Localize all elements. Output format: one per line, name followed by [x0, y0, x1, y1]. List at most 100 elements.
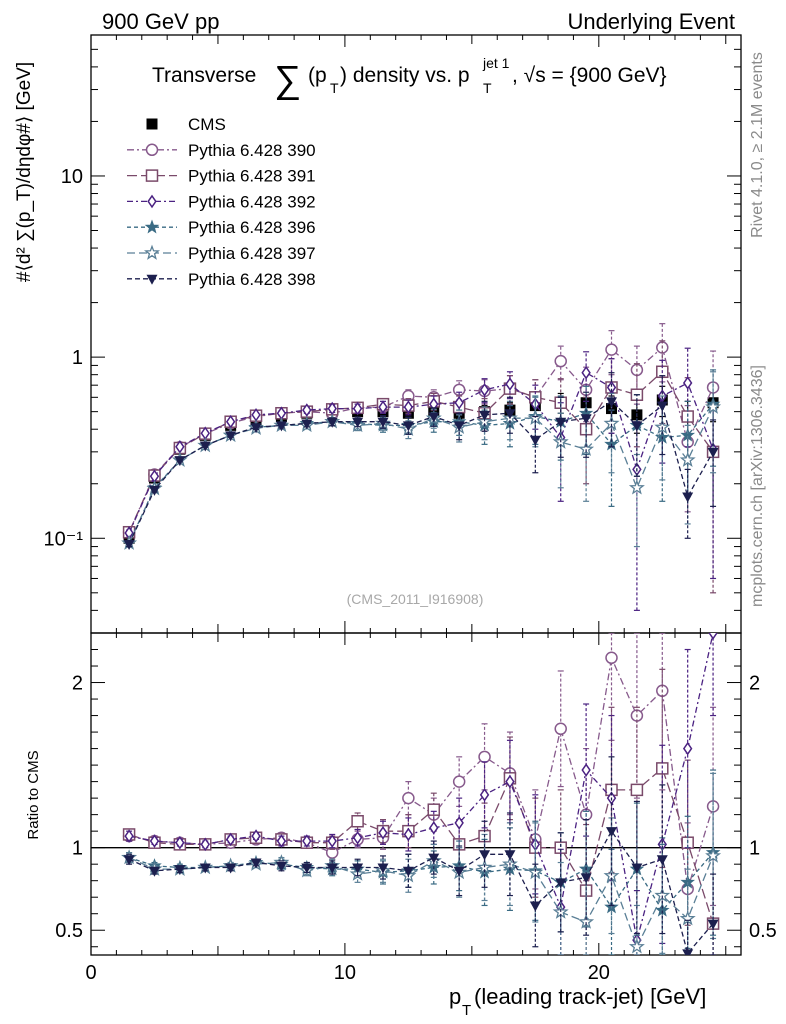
data-point [123, 855, 135, 866]
series-line [128, 403, 714, 544]
title-jet-sup: jet 1 [482, 55, 510, 71]
data-point [555, 878, 567, 889]
data-point [452, 775, 466, 788]
series-line [128, 406, 714, 544]
legend-marker [146, 274, 158, 285]
data-point [504, 409, 516, 420]
title-suffix: , √s = {900 GeV} [512, 64, 667, 87]
data-point [656, 401, 668, 412]
y-tick-label-right: 2 [749, 673, 760, 695]
legend-label: Pythia 6.428 398 [188, 270, 316, 289]
data-point [148, 866, 160, 877]
data-point [428, 853, 440, 864]
data-point [605, 343, 618, 356]
y-tick-label: 1 [72, 347, 83, 369]
data-point [529, 435, 541, 446]
data-point [705, 847, 722, 863]
data-point [225, 863, 237, 874]
series-line [128, 400, 714, 545]
legend-item: Pythia 6.428 392 [127, 192, 316, 211]
data-point [174, 456, 186, 467]
data-point [123, 539, 135, 550]
data-point [505, 377, 515, 391]
data-point [707, 919, 719, 930]
ratio-panel: 0.5 0.51 12 20 10 20 [55, 632, 777, 984]
data-point [301, 419, 313, 430]
y-tick-label: 0.5 [55, 920, 83, 942]
data-point [302, 403, 312, 417]
legend: CMS Pythia 6.428 390 Pythia 6.428 391 Pythi… [127, 115, 316, 289]
main-title: Transverse ∑ (p T ) density vs. p jet 1 … [152, 55, 667, 101]
legend-item: Pythia 6.428 390 [127, 141, 316, 160]
data-point [580, 414, 592, 425]
data-point [453, 421, 465, 432]
legend-label: Pythia 6.428 392 [188, 192, 316, 211]
data-point [581, 763, 591, 777]
data-point [250, 423, 262, 434]
y-tick-label: 2 [72, 673, 83, 695]
ratio-series-group [121, 633, 722, 955]
title-t-sub: T [330, 80, 339, 96]
data-point [679, 910, 696, 926]
data-point [378, 825, 388, 840]
series-line [128, 346, 714, 533]
data-point [352, 863, 364, 874]
main-panel: 10⁻¹ 1 10 [44, 34, 742, 634]
data-point [200, 837, 210, 852]
series-pythia-6-428-391 [122, 668, 720, 955]
xlabel-p: p [449, 984, 461, 1009]
legend-marker [144, 244, 160, 260]
title-t-sub-2: T [483, 80, 492, 96]
title-mid: ) density vs. p [340, 64, 470, 87]
data-point [199, 863, 211, 874]
data-point [454, 395, 464, 410]
data-point [148, 485, 160, 496]
main-ylabel: #⟨d² ∑(p_T)/dηdφ#⟩ [GeV] [14, 62, 35, 282]
main-series-group [121, 323, 722, 611]
data-point [199, 441, 211, 452]
data-point [529, 901, 541, 912]
data-point [628, 479, 645, 495]
series-pythia-6-428-390 [122, 633, 720, 955]
data-point [275, 861, 287, 872]
data-point [352, 401, 363, 416]
legend-marker [144, 219, 160, 234]
xlabel-t-sub: T [462, 1002, 471, 1019]
data-point [682, 376, 693, 390]
data-point [606, 827, 618, 838]
legend-item: Pythia 6.428 396 [127, 218, 316, 237]
data-point [251, 829, 261, 843]
energy-label: 900 GeV pp [102, 9, 219, 34]
series-line [128, 655, 714, 890]
data-point [631, 863, 643, 874]
series-pythia-6-428-390 [122, 323, 720, 539]
data-point [174, 865, 186, 876]
data-point [682, 949, 694, 955]
data-point [707, 447, 719, 458]
data-point [554, 722, 567, 736]
data-point [679, 451, 696, 467]
data-point [631, 421, 643, 432]
data-point [479, 410, 491, 421]
data-point [554, 354, 567, 368]
title-prefix: Transverse [152, 64, 256, 87]
series-line [128, 370, 714, 533]
data-point [326, 863, 338, 874]
data-point [479, 788, 490, 802]
data-point [326, 417, 338, 428]
data-point [378, 400, 388, 414]
legend-item: Pythia 6.428 391 [127, 167, 316, 186]
ratio-frame [90, 632, 742, 956]
data-point [225, 832, 236, 847]
title-sum-symbol: ∑ [274, 59, 301, 101]
data-point [351, 814, 364, 828]
data-point [656, 855, 668, 866]
series-pythia-6-428-398 [123, 372, 719, 550]
y-tick-label-right: 1 [749, 838, 760, 860]
y-tick-label-right: 0.5 [749, 920, 777, 942]
data-point [479, 850, 491, 861]
data-point [580, 873, 592, 884]
data-point [581, 365, 591, 380]
legend-marker [145, 169, 159, 182]
series-line [128, 852, 714, 912]
